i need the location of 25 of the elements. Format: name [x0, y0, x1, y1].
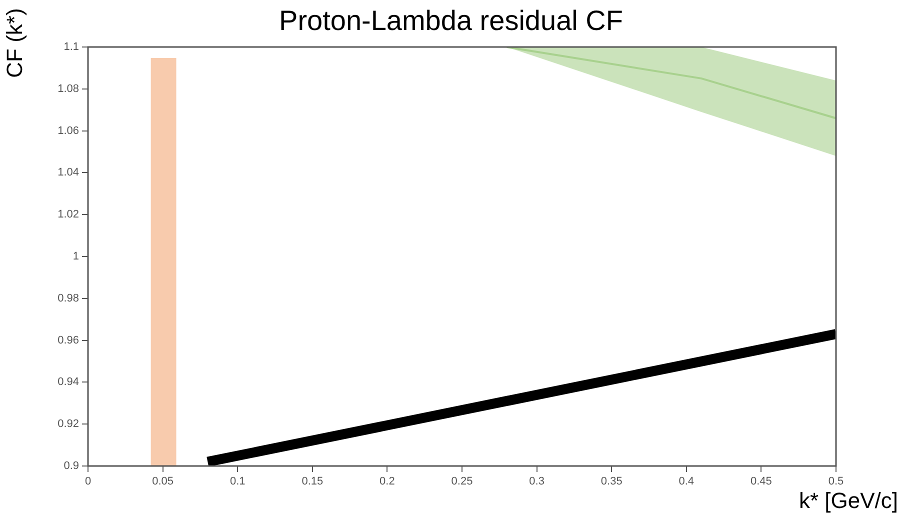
x-axis-title: k* [GeV/c]	[798, 488, 898, 514]
y-tick-label: 1	[72, 250, 79, 263]
y-tick-label: 1.06	[58, 124, 79, 137]
x-tick-label: 0.15	[302, 476, 324, 488]
y-tick-label: 1.04	[58, 166, 79, 179]
y-tick-label: 1.08	[58, 82, 79, 95]
x-tick-label: 0.45	[750, 476, 772, 488]
y-tick-label: 0.94	[58, 376, 79, 388]
y-tick-label: 0.92	[58, 418, 79, 430]
y-tick-label: 0.96	[58, 334, 79, 346]
x-tick-label: 0.25	[451, 476, 473, 488]
chart-title: Proton-Lambda residual CF	[279, 5, 623, 36]
x-tick-label: 0.4	[678, 476, 694, 488]
x-tick-label: 0.2	[380, 476, 395, 488]
y-tick-label: 0.9	[64, 460, 79, 472]
y-tick-label: 1.02	[58, 208, 79, 221]
x-tick-label: 0.1	[230, 476, 246, 488]
x-tick-label: 0.5	[828, 476, 844, 488]
x-tick-label: 0.35	[600, 476, 622, 488]
y-tick-label: 1.1	[64, 41, 79, 54]
x-tick-label: 0.05	[152, 476, 174, 488]
x-tick-label: 0.3	[529, 476, 544, 488]
y-axis-title: CF (k*)	[2, 8, 28, 78]
y-tick-label: 0.98	[58, 292, 79, 304]
x-tick-label: 0	[84, 476, 92, 488]
